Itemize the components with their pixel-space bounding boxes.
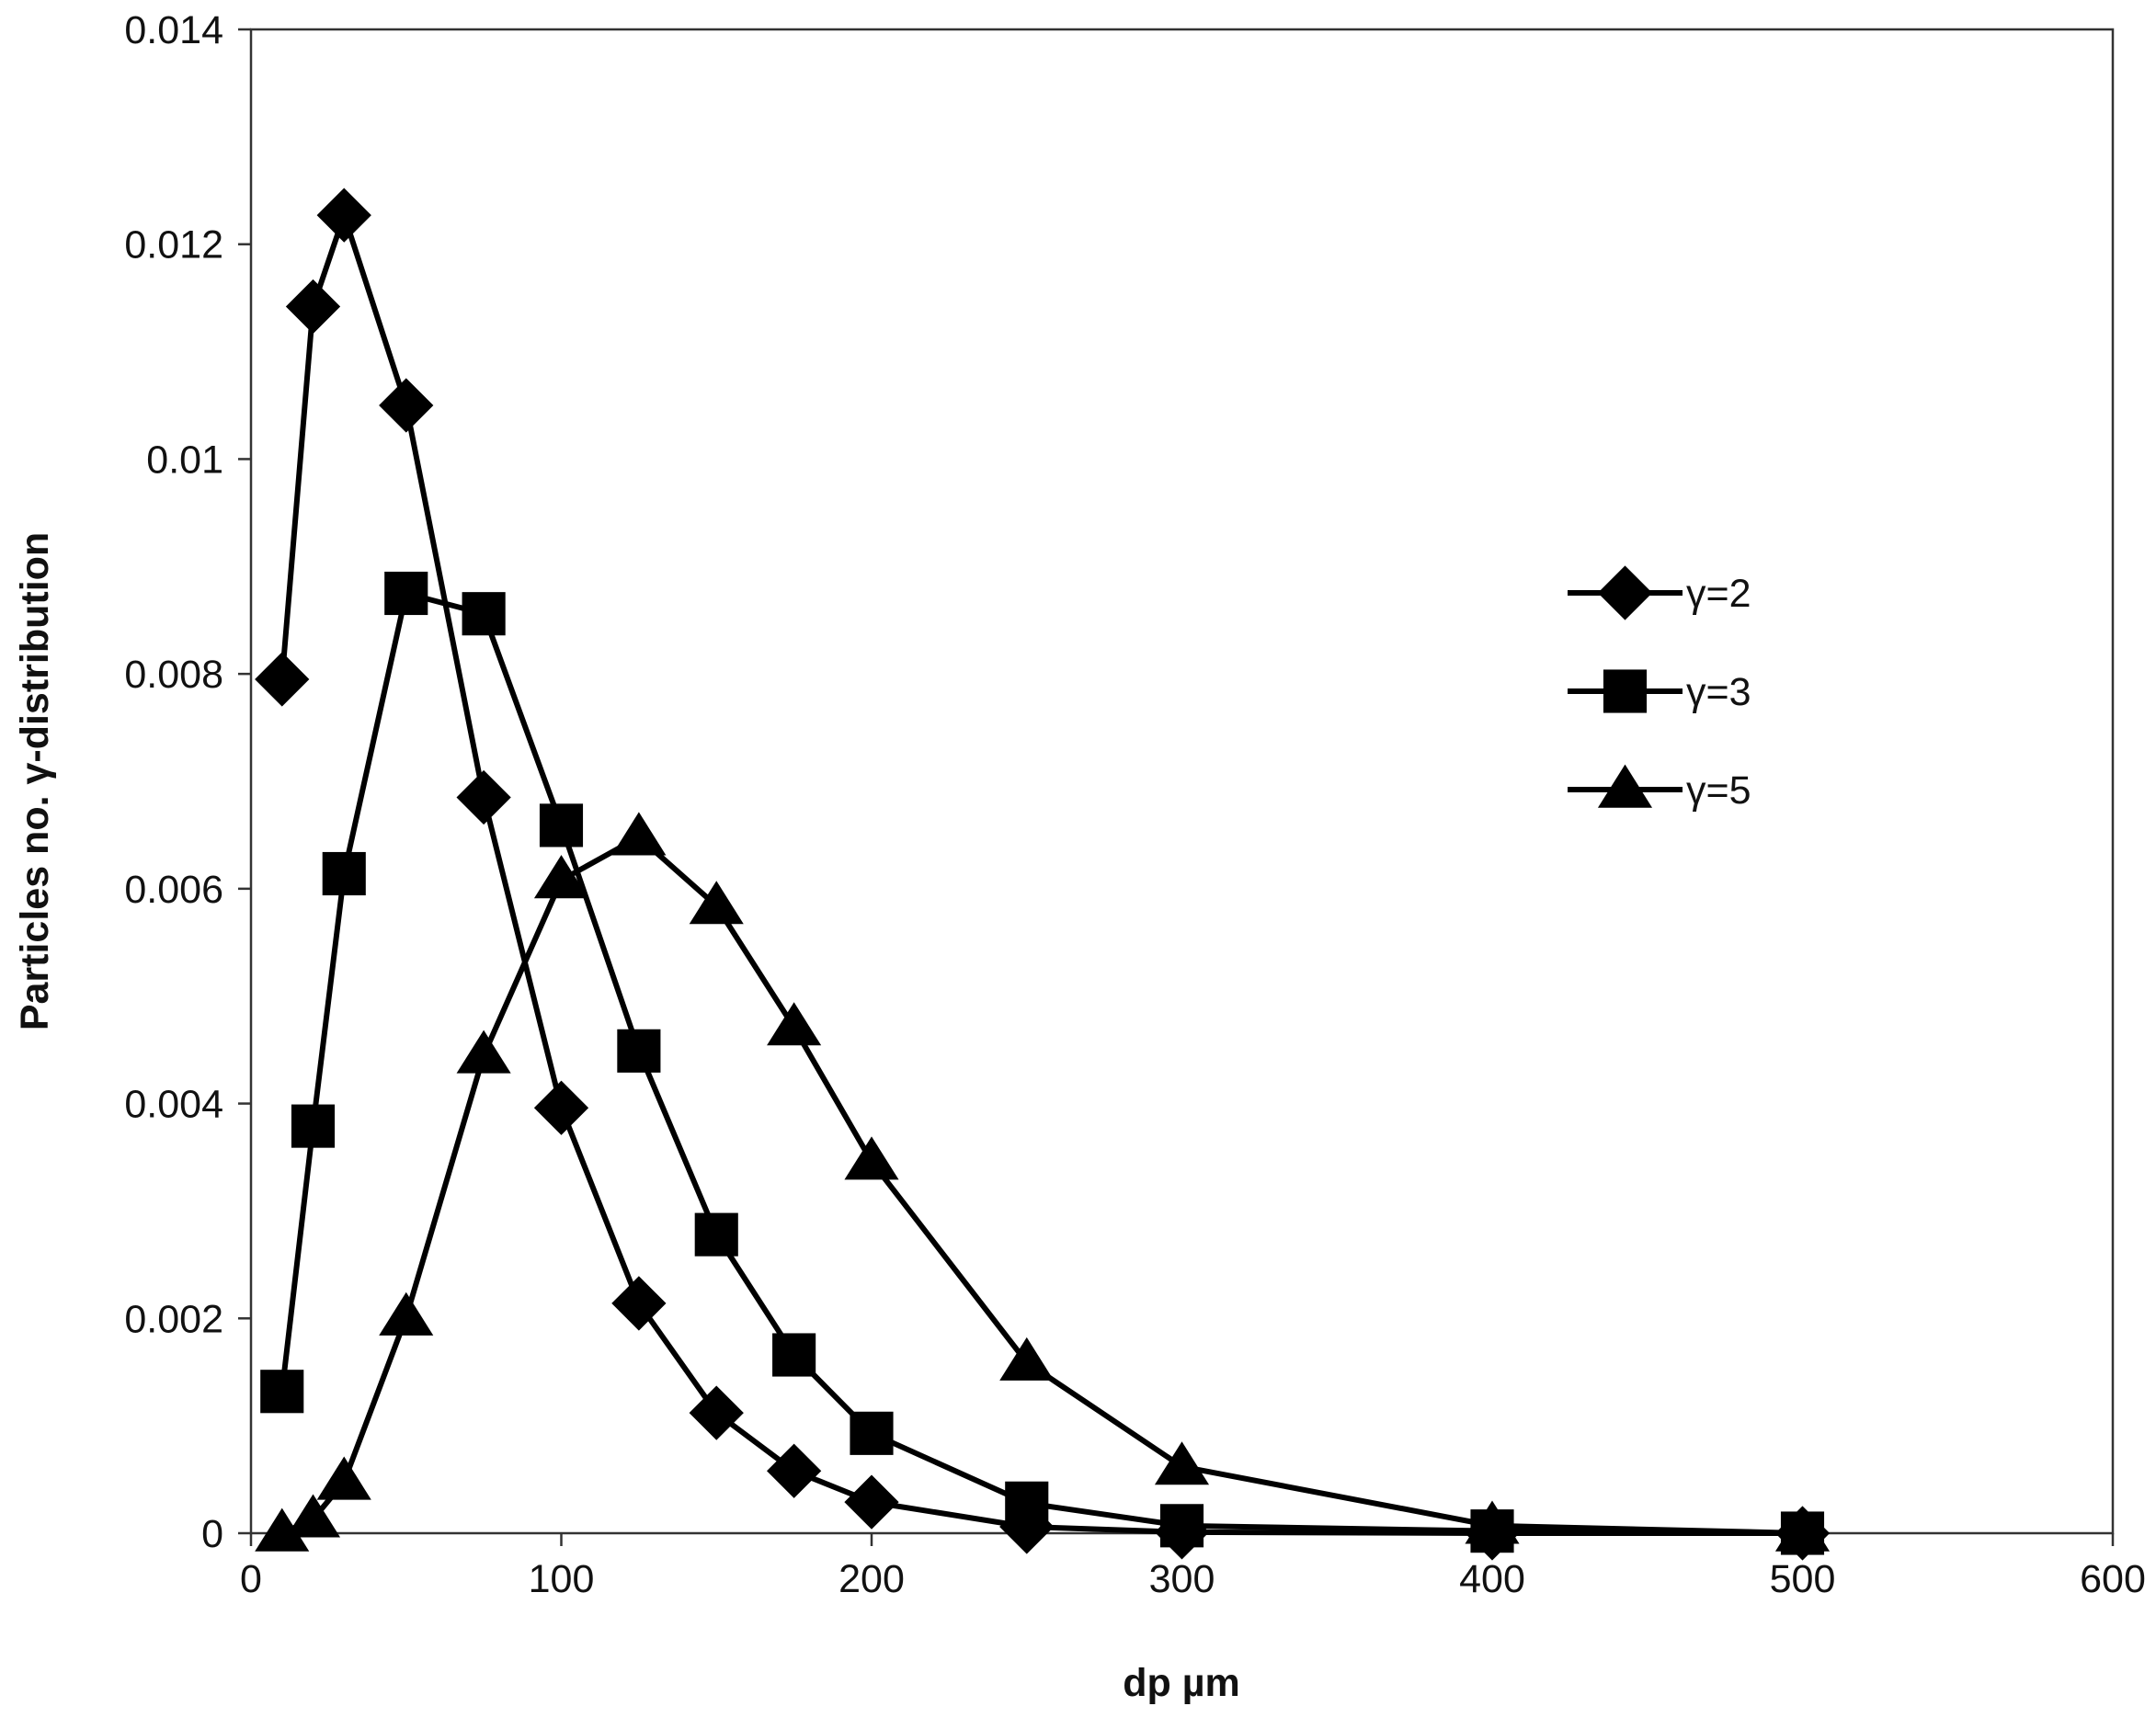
legend-label: γ=3	[1686, 670, 1751, 714]
data-point-square	[850, 1411, 894, 1455]
series-line	[279, 212, 1803, 1536]
data-point-square	[291, 1104, 336, 1148]
data-point-square	[1159, 1504, 1204, 1548]
y-axis-title: Particles no. γ-distribution	[13, 532, 57, 1030]
data-point-square	[539, 803, 584, 847]
x-axis-title: dp µm	[1123, 1661, 1240, 1705]
y-tick-label: 0.014	[124, 8, 223, 52]
data-point-diamond	[999, 1499, 1055, 1554]
data-point-triangle	[533, 855, 589, 899]
x-tick-label: 300	[1149, 1557, 1215, 1601]
legend-marker-square	[1603, 669, 1648, 713]
data-point-square	[462, 592, 506, 636]
series-diamond	[255, 188, 1831, 1561]
data-point-triangle	[316, 1456, 371, 1500]
series-line	[280, 834, 1803, 1536]
plot-area-frame	[249, 28, 2115, 1535]
data-point-triangle	[689, 881, 744, 925]
y-tick-label: 0.006	[124, 868, 223, 912]
data-point-triangle	[255, 1507, 310, 1552]
data-point-diamond	[689, 1385, 744, 1440]
axes: 0 100 200 300 400 500 600 0 0.002 0.004 0.006 0.008…	[124, 8, 2145, 1601]
y-tick-label: 0	[201, 1512, 223, 1556]
series-group	[255, 188, 1831, 1561]
x-tick-label: 200	[838, 1557, 905, 1601]
data-point-diamond	[316, 188, 371, 243]
data-point-diamond	[379, 378, 434, 433]
data-point-triangle	[456, 1029, 511, 1074]
data-point-triangle	[1774, 1507, 1831, 1552]
series-line	[279, 590, 1803, 1536]
y-tick-label: 0.008	[124, 653, 223, 697]
legend-marker-diamond	[1597, 565, 1653, 620]
y-tick-label: 0.01	[146, 438, 223, 482]
x-tick-label: 500	[1770, 1557, 1836, 1601]
x-tick-label: 100	[529, 1557, 595, 1601]
data-point-diamond	[766, 1443, 822, 1498]
y-tick-label: 0.002	[124, 1297, 223, 1341]
legend-entry: γ=5	[1568, 764, 1751, 813]
data-point-triangle	[767, 1002, 822, 1046]
data-point-triangle	[1154, 1441, 1210, 1485]
data-point-square	[694, 1212, 738, 1257]
x-tick-label: 0	[240, 1557, 262, 1601]
data-point-square	[322, 851, 366, 896]
legend-label: γ=5	[1686, 768, 1751, 813]
data-point-triangle	[379, 1291, 434, 1336]
data-point-square	[1005, 1481, 1049, 1525]
data-point-triangle	[844, 1136, 899, 1180]
y-tick-label: 0.004	[124, 1083, 223, 1127]
data-point-triangle	[999, 1337, 1055, 1381]
x-tick-label: 400	[1459, 1557, 1525, 1601]
legend-entry: γ=2	[1568, 565, 1751, 620]
data-point-square	[260, 1370, 304, 1414]
data-point-diamond	[533, 1080, 589, 1135]
data-point-diamond	[285, 279, 341, 335]
legend-label: γ=2	[1686, 572, 1751, 616]
series-triangle	[255, 812, 1831, 1552]
x-tick-label: 600	[2080, 1557, 2146, 1601]
data-point-diamond	[844, 1474, 899, 1530]
data-point-diamond	[456, 769, 511, 825]
data-point-triangle	[1465, 1500, 1520, 1544]
data-point-square	[617, 1029, 661, 1073]
legend-marker-triangle	[1597, 764, 1653, 808]
data-point-diamond	[255, 652, 310, 707]
data-point-diamond	[611, 1276, 667, 1331]
data-point-triangle	[611, 812, 667, 856]
data-point-triangle	[285, 1494, 341, 1538]
data-point-square	[384, 571, 428, 616]
legend-entry: γ=3	[1568, 669, 1751, 714]
legend: γ=2 γ=3 γ=5	[1568, 565, 1751, 813]
data-point-square	[772, 1333, 816, 1377]
y-tick-label: 0.012	[124, 223, 223, 267]
